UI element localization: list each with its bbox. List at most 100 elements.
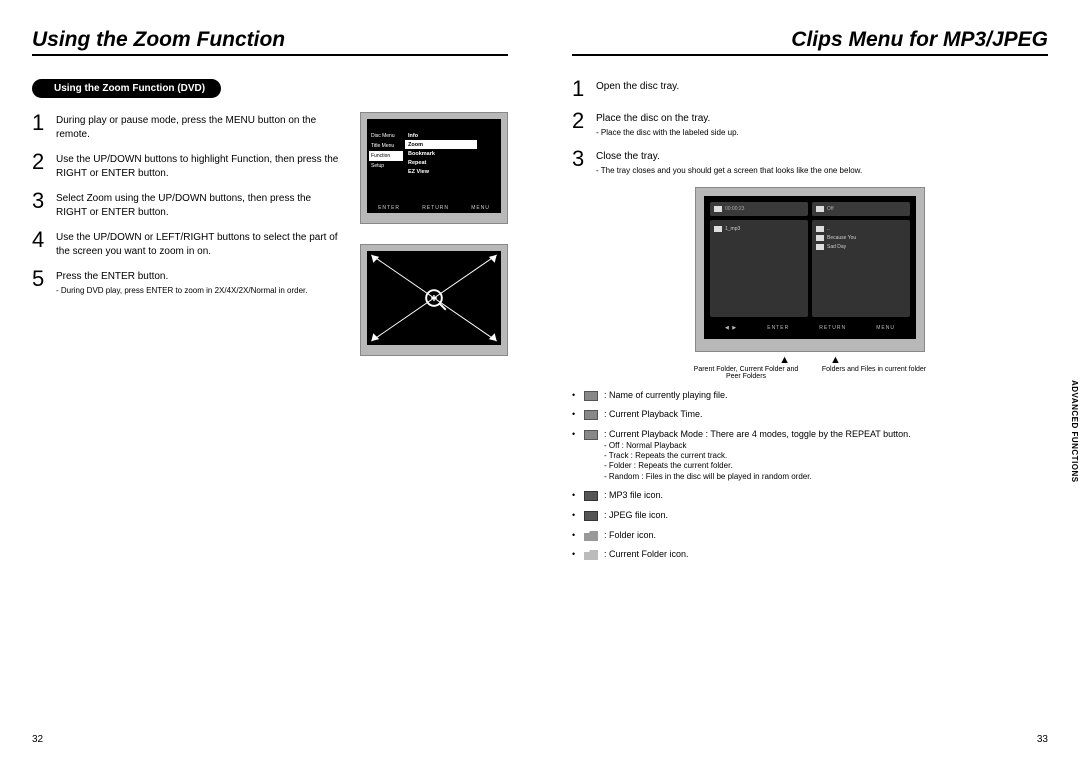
step-text: Use the UP/DOWN buttons to highlight Fun…	[56, 151, 342, 180]
step: 1 Open the disc tray.	[572, 78, 1048, 100]
step-body: Close the tray. The tray closes and you …	[596, 148, 1048, 176]
menu-side-item: Setup	[369, 161, 403, 171]
step: 4 Use the UP/DOWN or LEFT/RIGHT buttons …	[32, 229, 342, 258]
mp3-icon	[816, 244, 824, 250]
mode-icon	[584, 430, 598, 440]
jpeg-file-icon	[584, 511, 598, 521]
step-body: Place the disc on the tray. Place the di…	[596, 110, 1048, 138]
legend-item: • : Current Playback Time.	[572, 409, 1048, 421]
menu-side-item: Disc Menu	[369, 131, 403, 141]
menu-side-list: Disc Menu Title Menu Function Setup	[369, 131, 403, 171]
legend-item: • : MP3 file icon.	[572, 490, 1048, 502]
step: 3 Select Zoom using the UP/DOWN buttons,…	[32, 190, 342, 219]
panel-item: Because You	[816, 235, 906, 241]
step-number: 3	[572, 148, 588, 176]
clips-footer: ◀ ▶ ENTER RETURN MENU	[710, 321, 910, 335]
repeat-icon	[816, 206, 824, 212]
arrow-up-icon: ▲	[779, 354, 790, 366]
arrow-up-icon: ▲	[830, 354, 841, 366]
step-text: Open the disc tray.	[596, 78, 1048, 100]
current-folder-icon	[584, 550, 598, 560]
step-number: 2	[572, 110, 588, 138]
playback-mode: Off	[827, 206, 834, 212]
legend-item: • : Current Playback Mode : There are 4 …	[572, 429, 1048, 482]
step-number: 5	[32, 268, 48, 296]
footer-label: MENU	[876, 325, 895, 331]
section-pill: Using the Zoom Function (DVD)	[32, 79, 221, 98]
tv-menu-screen: Disc Menu Title Menu Function Setup Info…	[367, 119, 501, 213]
step: 2 Use the UP/DOWN buttons to highlight F…	[32, 151, 342, 180]
legend-body: : Current Playback Mode : There are 4 mo…	[604, 429, 911, 482]
left-heading: Using the Zoom Function	[32, 28, 508, 56]
step-text: Select Zoom using the UP/DOWN buttons, t…	[56, 190, 342, 219]
footer-label: ENTER	[378, 205, 400, 211]
left-columns: 1 During play or pause mode, press the M…	[32, 112, 508, 356]
legend-text: : Name of currently playing file.	[604, 390, 728, 402]
bullet-icon: •	[572, 549, 578, 561]
footer-label: ENTER	[767, 325, 789, 331]
tv-illustrations: Disc Menu Title Menu Function Setup Info…	[360, 112, 508, 356]
callout-arrows: ▲ ▲	[572, 354, 1048, 366]
menu-list-item: Info	[405, 131, 477, 140]
sub-step: During DVD play, press ENTER to zoom in …	[56, 286, 342, 297]
step: 3 Close the tray. The tray closes and yo…	[572, 148, 1048, 176]
footer-label: RETURN	[422, 205, 449, 211]
menu-list-item: EZ View	[405, 167, 477, 176]
legend-text: : Current Folder icon.	[604, 549, 689, 561]
bullet-icon: •	[572, 530, 578, 542]
legend-item: • : Folder icon.	[572, 530, 1048, 542]
legend-sub: Track : Repeats the current track.	[604, 451, 911, 461]
menu-list: Info Zoom Bookmark Repeat EZ View	[405, 131, 477, 176]
folder-icon	[714, 226, 722, 232]
callout-captions: Parent Folder, Current Folder and Peer F…	[572, 366, 1048, 380]
menu-side-item: Title Menu	[369, 141, 403, 151]
legend-text: : Current Playback Mode : There are 4 mo…	[604, 429, 911, 439]
legend-text: : Current Playback Time.	[604, 409, 703, 421]
clips-panels: 1_mp3 .. Because You	[710, 220, 910, 317]
bullet-icon: •	[572, 429, 578, 441]
step: 5 Press the ENTER button. During DVD pla…	[32, 268, 342, 296]
bullet-icon: •	[572, 409, 578, 421]
time-icon	[584, 410, 598, 420]
menu-list-item: Repeat	[405, 158, 477, 167]
left-steps: 1 During play or pause mode, press the M…	[32, 112, 342, 356]
clips-top-row: 00:00:23 Off	[710, 202, 910, 216]
menu-side-item-selected: Function	[369, 151, 403, 161]
step-text: Use the UP/DOWN or LEFT/RIGHT buttons to…	[56, 229, 342, 258]
up-folder-icon	[816, 226, 824, 232]
legend-sub: Random : Files in the disc will be playe…	[604, 472, 911, 482]
step-text: During play or pause mode, press the MEN…	[56, 112, 342, 141]
clock-icon	[714, 206, 722, 212]
file-label: ..	[827, 226, 830, 232]
panel-item: 1_mp3	[714, 226, 804, 232]
step-body: Press the ENTER button. During DVD play,…	[56, 268, 342, 296]
step-number: 2	[32, 151, 48, 180]
filename-icon	[584, 391, 598, 401]
step-text: Place the disc on the tray.	[596, 113, 710, 124]
legend-item: • : JPEG file icon.	[572, 510, 1048, 522]
file-label: Sad Day	[827, 244, 846, 250]
legend-sub: Off : Normal Playback	[604, 441, 911, 451]
bullet-icon: •	[572, 510, 578, 522]
footer-label: RETURN	[819, 325, 846, 331]
folders-panel: 1_mp3	[710, 220, 808, 317]
legend-text: : Folder icon.	[604, 530, 656, 542]
nav-icon: ◀ ▶	[725, 325, 737, 331]
page-number-left: 32	[32, 734, 43, 745]
legend-sub: Folder : Repeats the current folder.	[604, 461, 911, 471]
right-heading: Clips Menu for MP3/JPEG	[572, 28, 1048, 56]
legend-text: : MP3 file icon.	[604, 490, 663, 502]
tv-menu: Disc Menu Title Menu Function Setup Info…	[360, 112, 508, 224]
icon-legend: • : Name of currently playing file. • : …	[572, 390, 1048, 561]
step-text: Press the ENTER button.	[56, 271, 168, 282]
menu-list-item-highlight: Zoom	[405, 140, 477, 149]
clips-tv: 00:00:23 Off 1_mp3	[695, 187, 925, 352]
bullet-icon: •	[572, 490, 578, 502]
folder-icon	[584, 531, 598, 541]
right-page: Clips Menu for MP3/JPEG 1 Open the disc …	[540, 0, 1080, 765]
step-number: 4	[32, 229, 48, 258]
section-tab: ADVANCED FUNCTIONS	[1069, 380, 1078, 483]
sub-step: The tray closes and you should get a scr…	[596, 166, 1048, 177]
menu-footer: ENTER RETURN MENU	[367, 205, 501, 211]
footer-label: MENU	[471, 205, 490, 211]
